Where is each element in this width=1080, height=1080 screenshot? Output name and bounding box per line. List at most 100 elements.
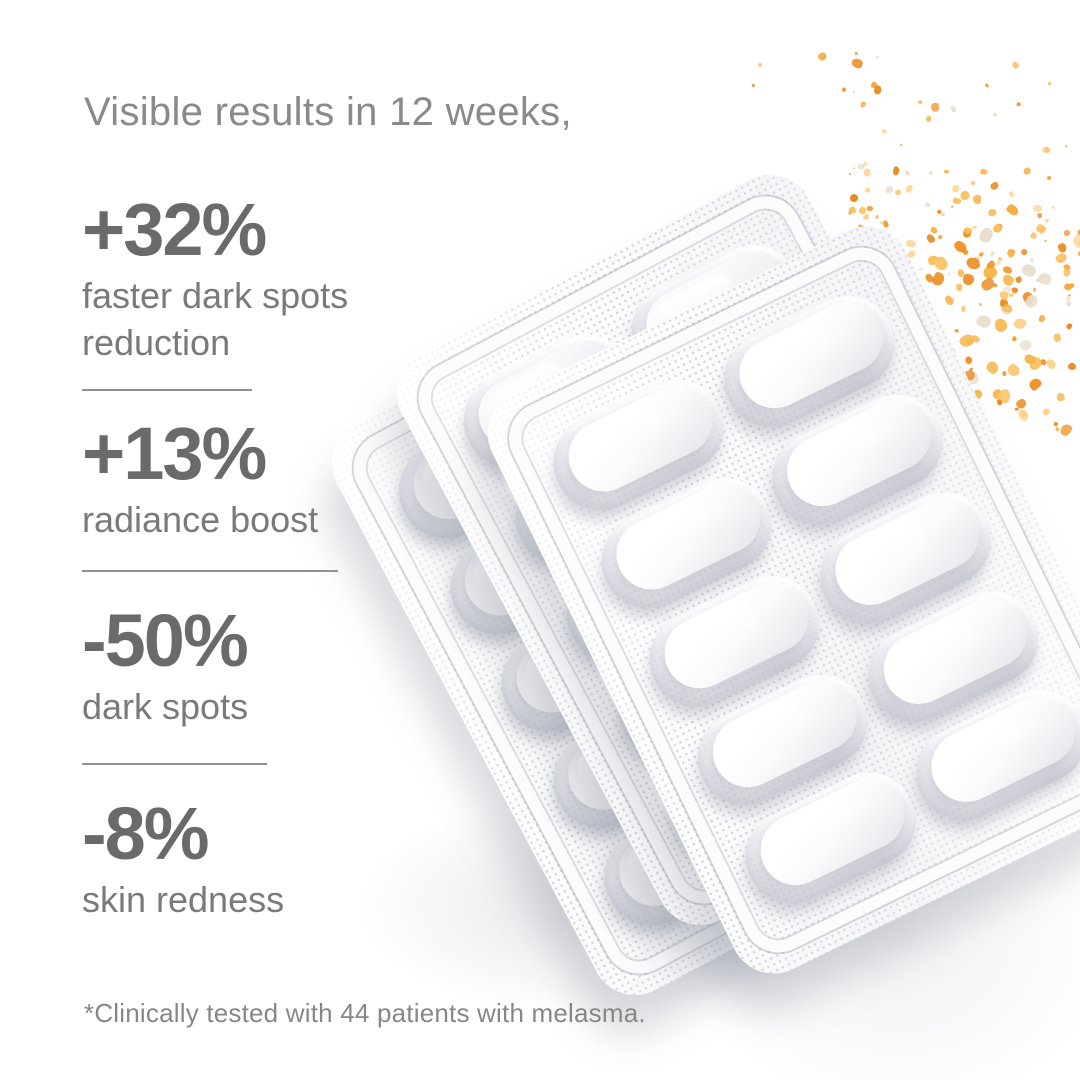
granule bbox=[951, 197, 961, 205]
granule bbox=[751, 83, 756, 88]
granule bbox=[1051, 206, 1056, 210]
granule bbox=[977, 226, 995, 245]
granule bbox=[894, 188, 903, 196]
granule bbox=[931, 102, 940, 113]
granule bbox=[1005, 202, 1020, 217]
granule bbox=[1020, 247, 1029, 256]
granule bbox=[905, 239, 917, 249]
granule bbox=[855, 51, 859, 55]
granule bbox=[1058, 422, 1073, 438]
granule bbox=[1026, 375, 1043, 392]
granule bbox=[979, 302, 983, 306]
granule bbox=[1042, 407, 1051, 416]
granule bbox=[1035, 223, 1048, 235]
granule bbox=[853, 90, 856, 93]
granule bbox=[1065, 300, 1073, 308]
granule bbox=[927, 170, 934, 177]
granule bbox=[938, 234, 943, 240]
granule bbox=[884, 184, 895, 196]
granule bbox=[951, 184, 960, 193]
granule bbox=[848, 173, 852, 175]
granule bbox=[1037, 314, 1047, 324]
granule bbox=[1036, 212, 1043, 219]
granule bbox=[925, 115, 932, 123]
granule bbox=[979, 276, 996, 293]
granule bbox=[979, 168, 989, 177]
granule bbox=[996, 261, 1002, 266]
granule bbox=[1036, 270, 1053, 286]
granule bbox=[960, 306, 966, 313]
granule bbox=[892, 166, 901, 177]
granule bbox=[1045, 357, 1058, 371]
granule bbox=[989, 181, 1000, 192]
granule bbox=[859, 100, 867, 109]
granule bbox=[941, 212, 946, 216]
granule bbox=[962, 249, 970, 257]
granule bbox=[943, 169, 950, 174]
granule bbox=[816, 50, 828, 63]
granule bbox=[959, 189, 970, 201]
granule bbox=[929, 225, 939, 235]
granule bbox=[1023, 166, 1032, 176]
granule bbox=[963, 356, 974, 366]
granule bbox=[1062, 229, 1071, 237]
granule bbox=[955, 283, 963, 292]
granule bbox=[875, 55, 881, 60]
granule bbox=[984, 82, 989, 88]
granule-layer bbox=[720, 40, 1080, 470]
granule bbox=[918, 267, 923, 271]
granule bbox=[1048, 81, 1052, 85]
granule bbox=[973, 194, 982, 204]
granule bbox=[989, 251, 996, 258]
granule bbox=[930, 270, 947, 288]
granule bbox=[1008, 190, 1016, 198]
granule bbox=[1015, 101, 1021, 107]
granule bbox=[947, 272, 950, 276]
granule bbox=[863, 167, 872, 177]
granule bbox=[1056, 392, 1066, 402]
granule bbox=[862, 213, 871, 221]
granule bbox=[1053, 420, 1059, 426]
granule bbox=[1029, 257, 1035, 263]
granule bbox=[1032, 288, 1037, 293]
granule bbox=[917, 99, 923, 105]
granule bbox=[975, 312, 994, 330]
granule bbox=[1003, 266, 1013, 274]
granule bbox=[954, 329, 959, 334]
granule bbox=[1030, 232, 1039, 241]
granule bbox=[1000, 272, 1016, 288]
granule bbox=[1032, 203, 1043, 214]
granule bbox=[1064, 144, 1068, 149]
granule bbox=[985, 359, 1002, 376]
granule bbox=[950, 105, 958, 113]
granule bbox=[904, 184, 913, 194]
granule bbox=[1002, 370, 1007, 377]
granule bbox=[1044, 217, 1050, 223]
granule bbox=[874, 214, 880, 220]
granule bbox=[866, 205, 874, 211]
granule bbox=[851, 56, 864, 69]
granule bbox=[873, 85, 883, 96]
granule bbox=[1067, 281, 1076, 290]
granule bbox=[1044, 239, 1048, 243]
granule bbox=[1057, 242, 1068, 254]
granule bbox=[1068, 363, 1077, 371]
granule bbox=[924, 201, 931, 209]
granule bbox=[853, 166, 857, 170]
granule bbox=[993, 113, 998, 118]
granule bbox=[841, 87, 847, 93]
granule bbox=[1064, 322, 1073, 331]
granule bbox=[1053, 333, 1062, 342]
granule bbox=[1014, 275, 1023, 284]
granule bbox=[848, 192, 860, 204]
granule bbox=[1046, 175, 1052, 181]
granule bbox=[962, 272, 976, 286]
granule bbox=[1009, 293, 1014, 297]
granule bbox=[1070, 231, 1080, 249]
granule bbox=[756, 62, 763, 68]
granule bbox=[1054, 251, 1069, 265]
granule bbox=[1012, 336, 1018, 343]
granule bbox=[881, 128, 888, 135]
